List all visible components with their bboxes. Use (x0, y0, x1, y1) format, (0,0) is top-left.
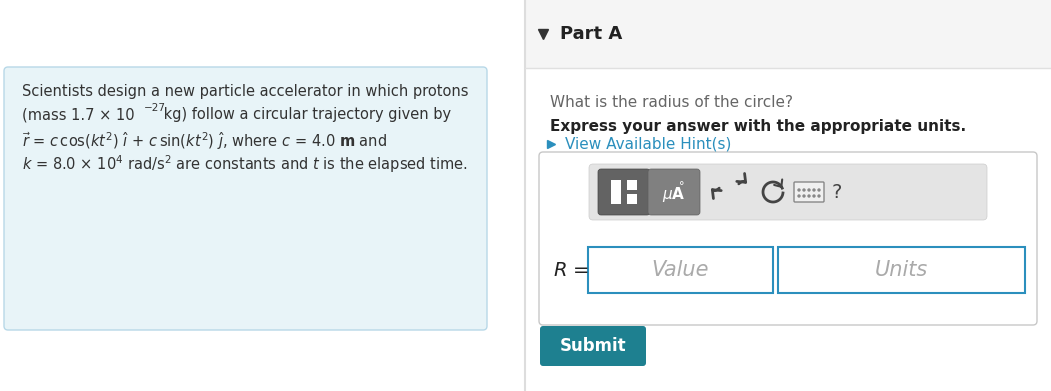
FancyBboxPatch shape (540, 326, 646, 366)
Circle shape (803, 195, 805, 197)
FancyBboxPatch shape (627, 194, 637, 204)
FancyBboxPatch shape (794, 182, 824, 202)
FancyBboxPatch shape (627, 180, 637, 190)
Circle shape (803, 189, 805, 191)
Circle shape (818, 195, 820, 197)
Text: View Available Hint(s): View Available Hint(s) (565, 136, 731, 151)
Text: $k$ = 8.0 $\times$ 10$^4$ rad/s$^2$ are constants and $t$ is the elapsed time.: $k$ = 8.0 $\times$ 10$^4$ rad/s$^2$ are … (22, 153, 468, 175)
Text: (mass 1.7 × 10: (mass 1.7 × 10 (22, 107, 135, 122)
Text: $\vec{r}$ = $c\,\mathrm{cos}(kt^2)$ $\hat{\imath}$ + $c\,\mathrm{sin}(kt^2)$ $\h: $\vec{r}$ = $c\,\mathrm{cos}(kt^2)$ $\ha… (22, 130, 387, 152)
FancyBboxPatch shape (648, 169, 700, 215)
Circle shape (798, 189, 800, 191)
Text: Submit: Submit (560, 337, 626, 355)
Text: kg) follow a circular trajectory given by: kg) follow a circular trajectory given b… (159, 107, 451, 122)
FancyBboxPatch shape (539, 152, 1037, 325)
Circle shape (808, 189, 810, 191)
Text: $\mu$A: $\mu$A (662, 185, 686, 203)
Text: Scientists design a new particle accelerator in which protons: Scientists design a new particle acceler… (22, 84, 469, 99)
Text: $R$ =: $R$ = (553, 260, 590, 280)
Text: What is the radius of the circle?: What is the radius of the circle? (550, 95, 794, 110)
Text: Value: Value (652, 260, 708, 280)
FancyBboxPatch shape (611, 194, 621, 204)
FancyBboxPatch shape (611, 180, 621, 204)
Text: Part A: Part A (560, 25, 622, 43)
FancyBboxPatch shape (778, 247, 1025, 293)
FancyBboxPatch shape (589, 164, 987, 220)
FancyBboxPatch shape (588, 247, 772, 293)
FancyBboxPatch shape (526, 0, 1051, 391)
FancyBboxPatch shape (4, 67, 487, 330)
FancyBboxPatch shape (598, 169, 650, 215)
Circle shape (808, 195, 810, 197)
Text: °: ° (679, 181, 685, 191)
Text: ?: ? (831, 183, 842, 201)
Text: Units: Units (874, 260, 928, 280)
FancyBboxPatch shape (611, 180, 621, 190)
Text: −27: −27 (144, 103, 166, 113)
Circle shape (818, 189, 820, 191)
Circle shape (813, 195, 815, 197)
FancyBboxPatch shape (526, 0, 1051, 68)
Circle shape (798, 195, 800, 197)
Text: Express your answer with the appropriate units.: Express your answer with the appropriate… (550, 119, 966, 134)
Circle shape (813, 189, 815, 191)
